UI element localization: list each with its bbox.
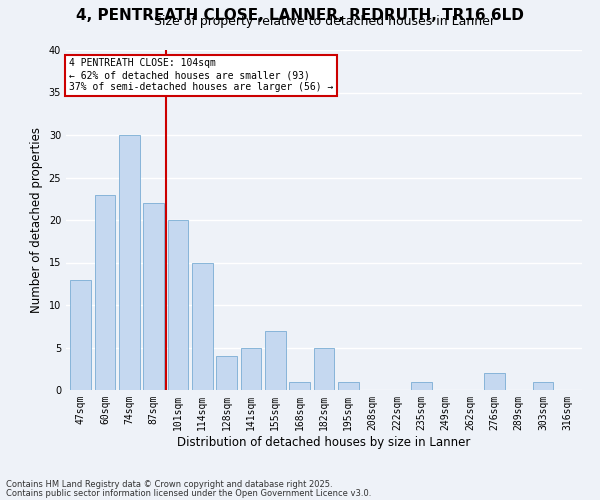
Bar: [70, 280, 91, 390]
Y-axis label: Number of detached properties: Number of detached properties: [30, 127, 43, 313]
Bar: [143, 203, 164, 390]
Bar: [289, 382, 310, 390]
Bar: [484, 373, 505, 390]
Text: Contains public sector information licensed under the Open Government Licence v3: Contains public sector information licen…: [6, 489, 371, 498]
Bar: [265, 330, 286, 390]
Text: 4, PENTREATH CLOSE, LANNER, REDRUTH, TR16 6LD: 4, PENTREATH CLOSE, LANNER, REDRUTH, TR1…: [76, 8, 524, 22]
Bar: [241, 348, 262, 390]
Bar: [119, 135, 140, 390]
Text: Contains HM Land Registry data © Crown copyright and database right 2025.: Contains HM Land Registry data © Crown c…: [6, 480, 332, 489]
Bar: [216, 356, 237, 390]
X-axis label: Distribution of detached houses by size in Lanner: Distribution of detached houses by size …: [178, 436, 470, 448]
Title: Size of property relative to detached houses in Lanner: Size of property relative to detached ho…: [154, 15, 494, 28]
Bar: [338, 382, 359, 390]
Bar: [314, 348, 334, 390]
Bar: [167, 220, 188, 390]
Bar: [533, 382, 553, 390]
Bar: [192, 262, 212, 390]
Bar: [95, 194, 115, 390]
Bar: [411, 382, 432, 390]
Text: 4 PENTREATH CLOSE: 104sqm
← 62% of detached houses are smaller (93)
37% of semi-: 4 PENTREATH CLOSE: 104sqm ← 62% of detac…: [68, 58, 333, 92]
